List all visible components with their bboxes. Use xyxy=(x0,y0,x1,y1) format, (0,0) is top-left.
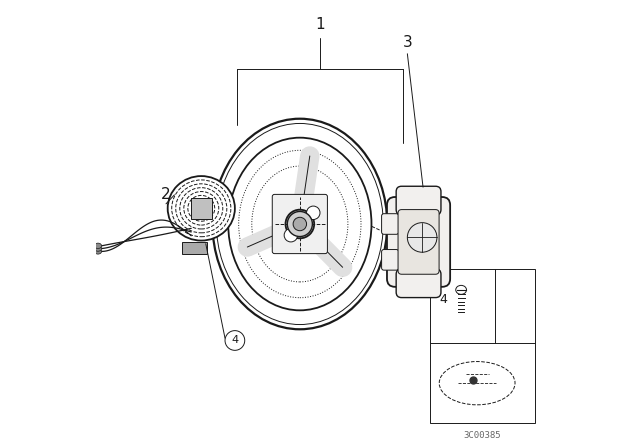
Ellipse shape xyxy=(212,119,387,329)
Ellipse shape xyxy=(95,243,102,249)
Ellipse shape xyxy=(408,223,437,252)
Text: 3: 3 xyxy=(403,35,412,50)
FancyBboxPatch shape xyxy=(396,269,441,297)
Ellipse shape xyxy=(456,285,467,294)
Ellipse shape xyxy=(228,138,371,310)
Text: 4: 4 xyxy=(440,293,447,306)
FancyBboxPatch shape xyxy=(381,250,399,270)
Text: 2: 2 xyxy=(161,187,170,202)
Ellipse shape xyxy=(287,211,312,237)
FancyBboxPatch shape xyxy=(396,186,441,215)
Text: 4: 4 xyxy=(231,336,239,345)
Ellipse shape xyxy=(168,176,235,241)
Ellipse shape xyxy=(291,215,309,233)
Ellipse shape xyxy=(293,217,307,231)
Ellipse shape xyxy=(285,210,314,238)
Ellipse shape xyxy=(225,331,244,350)
Ellipse shape xyxy=(284,228,298,242)
Text: 1: 1 xyxy=(315,17,325,32)
Bar xyxy=(430,269,535,423)
FancyBboxPatch shape xyxy=(182,242,207,254)
FancyBboxPatch shape xyxy=(387,197,450,287)
Text: 3C00385: 3C00385 xyxy=(463,431,501,440)
Ellipse shape xyxy=(439,362,515,405)
FancyBboxPatch shape xyxy=(191,198,212,219)
FancyBboxPatch shape xyxy=(272,194,328,254)
Ellipse shape xyxy=(307,206,320,220)
Ellipse shape xyxy=(95,249,102,254)
Ellipse shape xyxy=(95,246,102,251)
FancyBboxPatch shape xyxy=(381,214,399,234)
FancyBboxPatch shape xyxy=(398,210,439,274)
